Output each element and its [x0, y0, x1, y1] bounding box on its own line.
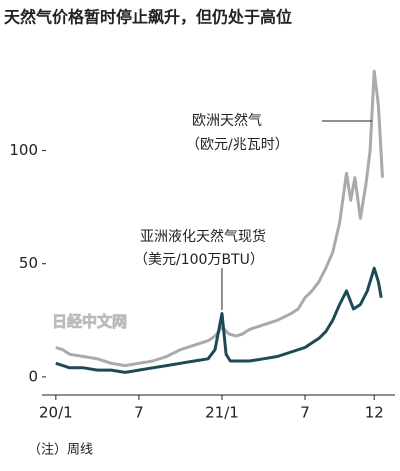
y-tick-label: 0: [28, 367, 38, 385]
x-tick-label: 20/1: [39, 404, 73, 422]
y-tick-label: 50: [19, 254, 38, 272]
x-tick-label: 7: [300, 404, 310, 422]
series-label: 欧洲天然气: [192, 112, 262, 129]
watermark: 日经中文网: [52, 313, 127, 331]
series-line: [55, 69, 384, 368]
series-unit: （美元/100万BTU）: [134, 252, 264, 268]
series-unit: （欧元/兆瓦时）: [186, 137, 289, 153]
y-tick-label: 100: [9, 141, 38, 159]
series-line: [55, 266, 383, 374]
series-label: 亚洲液化天然气现货: [140, 228, 266, 245]
x-tick-label: 7: [134, 404, 144, 422]
chart-title: 天然气价格暂时停止飙升，但仍处于高位: [4, 8, 292, 27]
x-tick-label: 21/1: [205, 404, 239, 422]
note: （注）周线: [28, 443, 93, 458]
x-tick-label: 12: [365, 404, 384, 422]
